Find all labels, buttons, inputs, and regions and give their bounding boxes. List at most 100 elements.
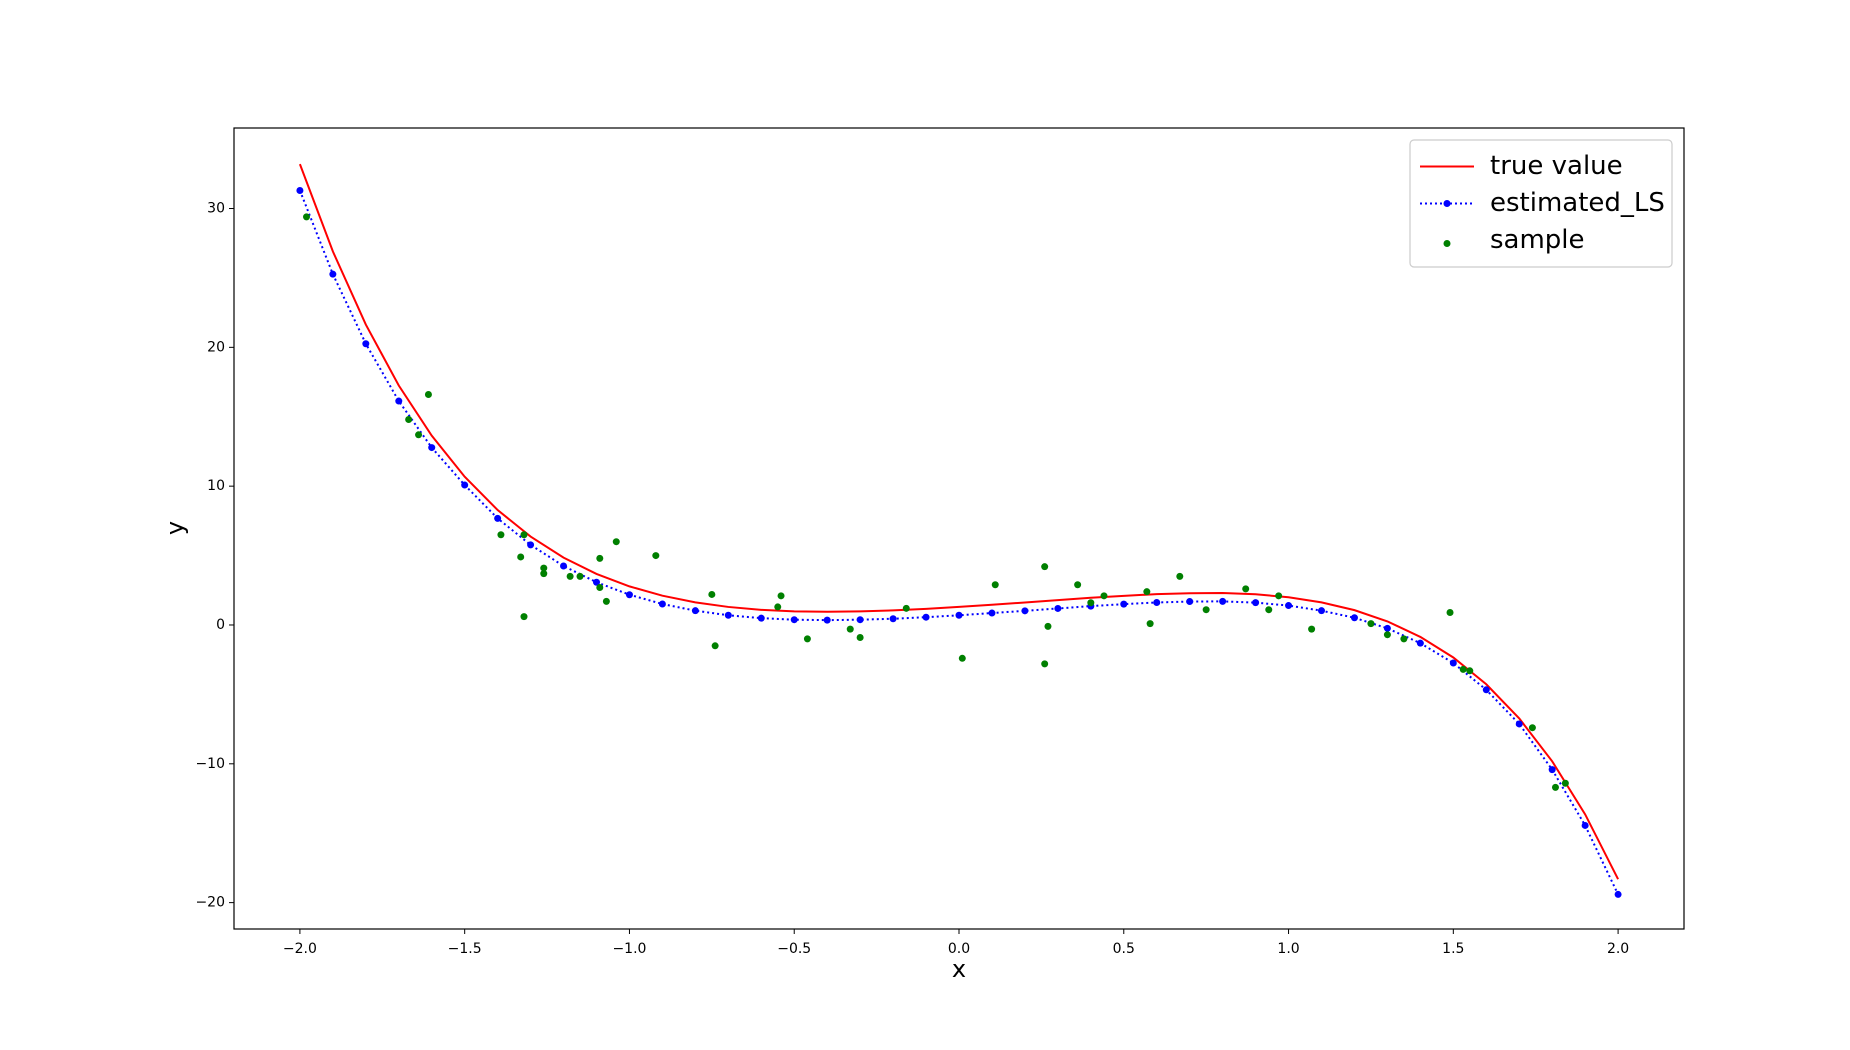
series-marker [296,186,304,194]
series-marker [329,270,337,278]
y-tick-label: 20 [207,339,225,355]
series-marker [625,591,633,599]
series-marker [1383,624,1391,632]
x-axis-label: x [952,955,966,983]
legend-label: sample [1490,225,1585,255]
scatter-point [520,531,528,539]
scatter-point [566,572,574,580]
scatter-point [1143,588,1151,596]
scatter-point [803,635,811,643]
series-marker [1153,598,1161,606]
scatter-point [602,597,610,605]
series-line [298,163,1619,880]
series-marker [1219,597,1227,605]
x-tick-label: −1.5 [448,941,482,957]
scatter-point [856,633,864,641]
scatter-point [1146,620,1154,628]
series-marker [1482,686,1490,694]
x-tick-label: −1.0 [612,941,646,957]
series-marker [428,444,436,452]
series-marker [691,607,699,615]
scatter-point [540,564,548,572]
scatter-point [497,531,505,539]
scatter-point [1459,665,1467,673]
series-line [298,190,1619,895]
series-marker [1350,614,1358,622]
scatter-point [1528,724,1536,732]
series-marker [461,481,469,489]
scatter-point [517,553,525,561]
scatter-point [540,570,548,578]
scatter-point [1367,620,1375,628]
scatter-point [958,654,966,662]
scatter-point [991,581,999,589]
series-marker [1186,598,1194,606]
series-marker [1021,607,1029,615]
scatter-point [520,613,528,621]
scatter-point [596,554,604,562]
series-marker [593,578,600,586]
scatter-point [1551,783,1559,791]
scatter-point [1176,572,1184,580]
series-marker [1449,659,1457,667]
series-marker [724,611,732,619]
scatter-point [652,552,660,560]
y-tick-label: 30 [207,201,225,217]
series-marker [494,514,502,522]
x-tick-label: 2.0 [1607,941,1629,957]
scatter-point [596,583,604,591]
scatter-point [774,603,782,611]
legend-label: estimated_LS [1490,188,1665,218]
plot-area [296,163,1622,898]
scatter-point [846,625,854,633]
scatter-point [612,538,620,546]
y-axis-label: y [161,521,189,535]
series-marker [823,616,831,624]
scatter-point [902,604,910,612]
series-marker [889,615,897,623]
x-tick-label: 0.0 [948,941,970,957]
series-marker [988,609,996,617]
x-tick-label: 1.5 [1442,941,1464,957]
y-tick-label: −10 [195,756,225,772]
scatter-point [1041,660,1049,668]
legend-label: true value [1490,151,1623,181]
series-marker [1252,599,1260,607]
series-marker [527,541,535,549]
scatter-point [415,431,423,439]
x-tick-label: −2.0 [283,941,317,957]
scatter-point [1074,581,1082,589]
scatter-point [1400,635,1408,643]
scatter-point [1100,592,1108,600]
series-marker [1318,607,1325,615]
scatter-point [405,416,413,424]
legend-marker [1443,240,1451,247]
scatter-point [303,213,310,221]
series-marker [1416,639,1424,647]
series-marker [955,611,963,619]
scatter-point [708,590,716,598]
series-marker [658,600,666,608]
series-marker [1054,604,1062,612]
series-marker [1515,720,1523,728]
scatter-point [1087,599,1095,607]
x-tick-label: 0.5 [1113,941,1135,957]
plot-frame [233,127,1685,930]
scatter-point [1044,622,1052,630]
series-marker [790,616,798,624]
series-marker [1285,602,1293,610]
y-tick-label: 10 [207,478,225,494]
x-tick-label: 1.0 [1277,941,1299,957]
series-marker [1120,600,1128,608]
series-marker [1581,821,1589,829]
scatter-point [1265,606,1273,614]
scatter-point [424,391,432,399]
series-marker [757,614,765,622]
legend-box [1409,139,1673,268]
y-tick-label: −20 [195,895,225,911]
scatter-point [1202,606,1210,614]
scatter-point [1561,779,1569,787]
scatter-point [711,642,719,650]
